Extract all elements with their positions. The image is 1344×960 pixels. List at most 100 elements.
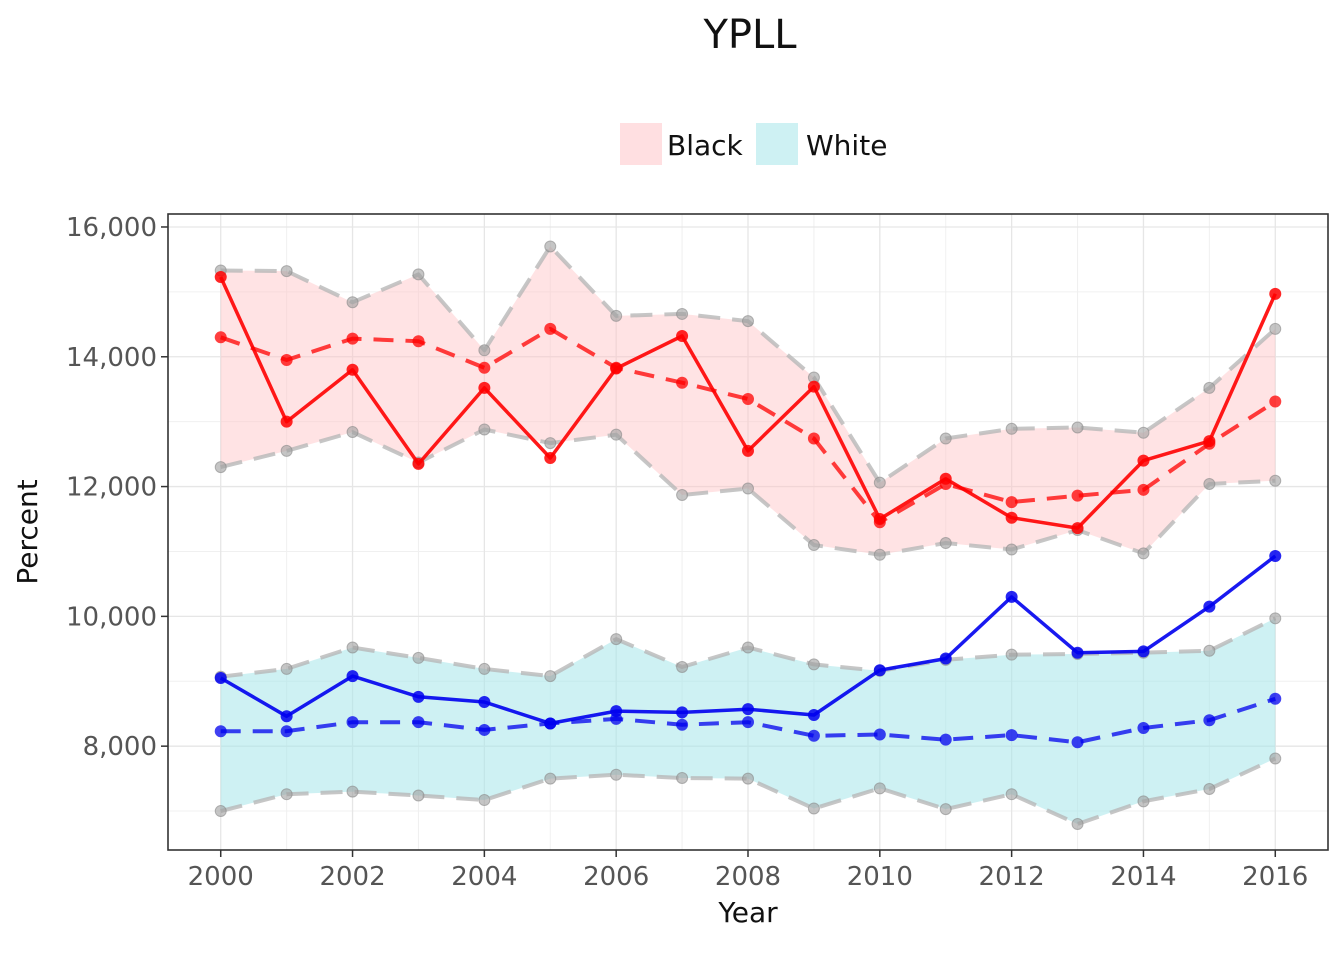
- chart-title: YPLL: [702, 12, 797, 58]
- bound-point-lower-black: [346, 426, 359, 439]
- bound-point-lower-white: [610, 768, 623, 781]
- bound-point-upper-black: [610, 309, 623, 322]
- bound-point-upper-white: [544, 670, 557, 683]
- x-tick-label: 2002: [319, 862, 385, 892]
- bound-point-lower-black: [610, 428, 623, 441]
- x-tick-label: 2000: [188, 862, 254, 892]
- point-solid-white: [873, 664, 886, 677]
- y-tick-label: 10,000: [66, 602, 157, 632]
- point-dashed-black: [346, 332, 359, 345]
- bound-point-lower-white: [478, 794, 491, 807]
- bound-point-lower-black: [742, 482, 754, 495]
- point-solid-white: [1137, 645, 1150, 658]
- point-solid-white: [610, 705, 623, 718]
- legend-label-white: White: [806, 129, 887, 162]
- plot-area: [214, 240, 1282, 831]
- point-dashed-white: [412, 716, 425, 729]
- bound-point-upper-white: [807, 658, 820, 671]
- bound-point-upper-black: [1137, 426, 1150, 439]
- point-dashed-white: [346, 716, 359, 729]
- point-dashed-black: [214, 331, 227, 344]
- bound-point-upper-white: [478, 662, 491, 675]
- bound-point-lower-black: [214, 461, 227, 474]
- point-dashed-white: [939, 733, 952, 746]
- bound-point-lower-black: [1137, 547, 1150, 560]
- bound-point-upper-white: [412, 651, 425, 664]
- point-solid-white: [412, 690, 425, 703]
- bound-point-lower-black: [1203, 477, 1216, 490]
- bound-point-upper-black: [1071, 421, 1084, 434]
- point-dashed-white: [214, 725, 227, 738]
- point-solid-white: [1269, 550, 1282, 563]
- y-tick-label: 12,000: [66, 473, 157, 503]
- legend-key-white: [756, 123, 798, 165]
- point-solid-black: [1071, 522, 1084, 535]
- point-solid-black: [412, 457, 425, 470]
- bound-point-upper-white: [1203, 644, 1216, 657]
- bound-point-lower-white: [412, 789, 425, 802]
- point-solid-white: [676, 706, 689, 719]
- bound-point-lower-black: [1005, 543, 1018, 556]
- point-solid-black: [1005, 511, 1018, 524]
- bound-point-lower-black: [873, 548, 886, 561]
- bound-point-lower-white: [544, 772, 557, 785]
- point-solid-black: [346, 363, 359, 376]
- point-dashed-white: [1137, 721, 1150, 734]
- bound-point-lower-black: [807, 538, 820, 551]
- bound-point-upper-white: [610, 633, 623, 646]
- x-tick-label: 2010: [847, 862, 913, 892]
- point-dashed-white: [873, 728, 886, 741]
- bound-point-lower-black: [280, 444, 293, 457]
- x-tick-label: 2006: [583, 862, 649, 892]
- point-solid-white: [214, 672, 227, 685]
- point-dashed-black: [1269, 395, 1282, 408]
- point-dashed-white: [676, 718, 689, 731]
- point-dashed-black: [280, 354, 293, 367]
- bound-point-upper-black: [1203, 381, 1216, 394]
- y-axis-title: Percent: [11, 479, 44, 584]
- x-tick-label: 2014: [1110, 862, 1176, 892]
- bound-point-lower-white: [939, 803, 952, 816]
- bound-point-lower-white: [1137, 795, 1150, 808]
- bound-line-lower-black: [220, 427, 1276, 557]
- point-solid-black: [939, 472, 952, 485]
- bound-point-lower-white: [1269, 752, 1282, 765]
- point-dashed-white: [1005, 729, 1018, 742]
- point-solid-black: [610, 362, 623, 375]
- bound-point-lower-black: [478, 423, 491, 436]
- point-solid-black: [807, 380, 820, 393]
- point-solid-white: [280, 710, 293, 723]
- bound-point-upper-black: [478, 344, 491, 357]
- point-solid-white: [346, 670, 359, 683]
- bound-point-upper-white: [1269, 612, 1282, 625]
- x-tick-label: 2016: [1242, 862, 1308, 892]
- point-dashed-black: [676, 376, 689, 389]
- point-dashed-white: [1071, 736, 1084, 749]
- bound-point-upper-white: [346, 641, 359, 654]
- point-dashed-black: [807, 432, 820, 445]
- point-dashed-white: [1269, 692, 1282, 705]
- legend-label-black: Black: [667, 129, 744, 162]
- bound-point-upper-white: [280, 662, 293, 675]
- bound-point-lower-black: [1269, 474, 1282, 487]
- bound-point-lower-white: [807, 802, 820, 815]
- bound-point-upper-white: [1005, 648, 1018, 661]
- bound-point-lower-white: [742, 772, 754, 785]
- y-tick-label: 16,000: [66, 213, 157, 243]
- point-dashed-black: [742, 392, 754, 405]
- axes: 2000 2002 2004 2006 2008 2010 2012 2014 2016 8,00…: [66, 213, 1308, 892]
- point-solid-white: [544, 717, 557, 730]
- bound-point-lower-white: [1005, 788, 1018, 801]
- bound-point-lower-white: [280, 788, 293, 801]
- point-solid-black: [1203, 435, 1216, 448]
- legend: Black White: [620, 123, 887, 165]
- point-solid-white: [478, 696, 491, 709]
- point-solid-black: [742, 444, 754, 457]
- point-solid-white: [939, 652, 952, 665]
- point-dashed-black: [412, 335, 425, 348]
- x-tick-label: 2012: [979, 862, 1045, 892]
- point-solid-white: [742, 703, 754, 716]
- bound-point-lower-black: [939, 537, 952, 550]
